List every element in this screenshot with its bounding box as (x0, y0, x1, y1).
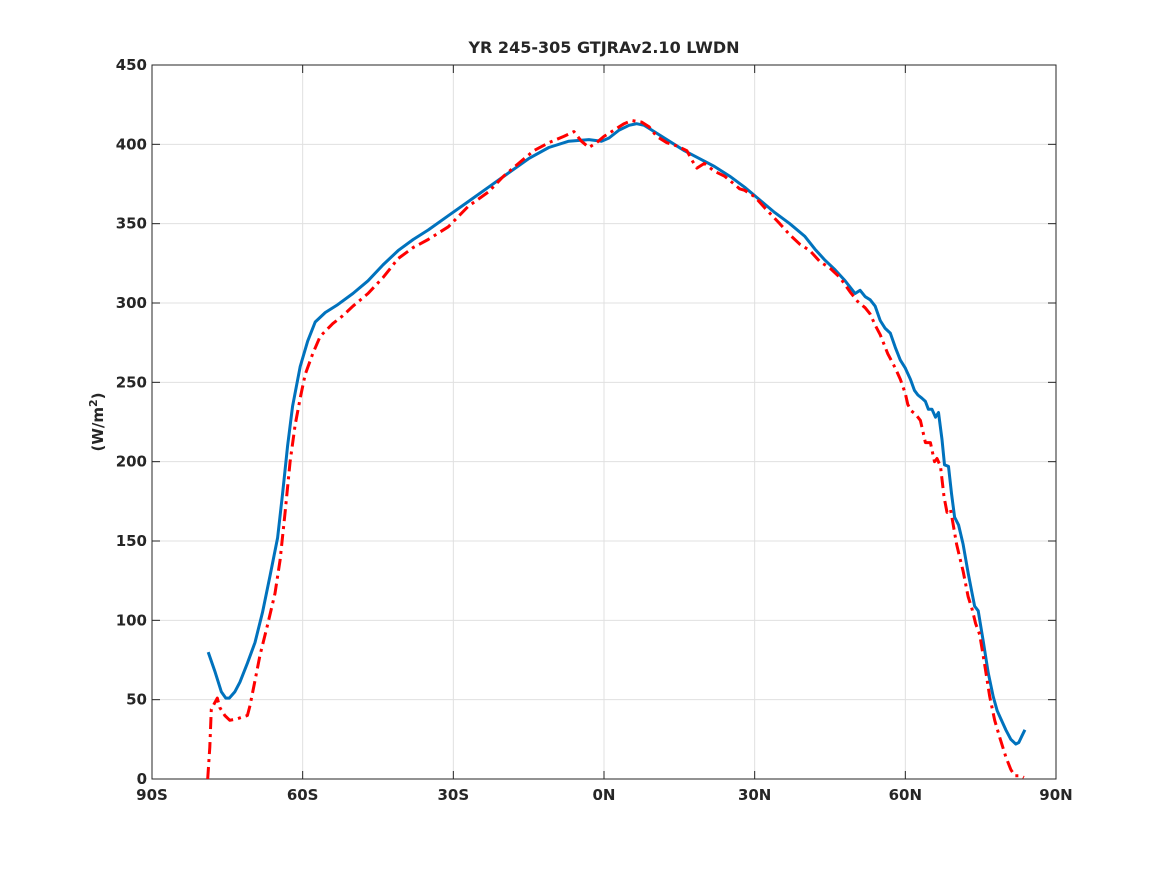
y-tick-label: 300 (116, 294, 147, 312)
y-axis-label-close: ) (89, 392, 107, 399)
x-tick-label: 90S (136, 786, 168, 804)
y-tick-label: 400 (116, 135, 147, 153)
x-tick-label: 0N (593, 786, 616, 804)
y-tick-label: 200 (116, 453, 147, 471)
chart-title: YR 245-305 GTJRAv2.10 LWDN (467, 38, 739, 57)
x-tick-label: 60N (889, 786, 922, 804)
series-line-2 (206, 119, 1025, 780)
tick-marks (151, 64, 1057, 780)
y-tick-label: 100 (116, 611, 147, 629)
series-line-1 (206, 122, 1027, 746)
y-tick-label: 250 (116, 373, 147, 391)
x-tick-label: 30N (738, 786, 771, 804)
y-axis-label-superscript: 2 (87, 399, 100, 407)
y-tick-label: 450 (116, 56, 147, 74)
y-axis-label-main: (W/m (89, 407, 107, 452)
tick-labels: 90S 60S 30S 0N 30N 60N 90N 0 50 100 150 200 250 300 35… (116, 56, 1073, 804)
y-axis-label: (W/m2) (87, 392, 107, 451)
y-tick-label: 350 (116, 215, 147, 233)
x-tick-label: 30S (437, 786, 469, 804)
x-tick-label: 90N (1039, 786, 1072, 804)
y-tick-label: 50 (126, 691, 147, 709)
series-group (206, 119, 1027, 780)
x-tick-label: 60S (287, 786, 319, 804)
y-tick-label: 150 (116, 532, 147, 550)
y-tick-label: 0 (137, 770, 147, 788)
